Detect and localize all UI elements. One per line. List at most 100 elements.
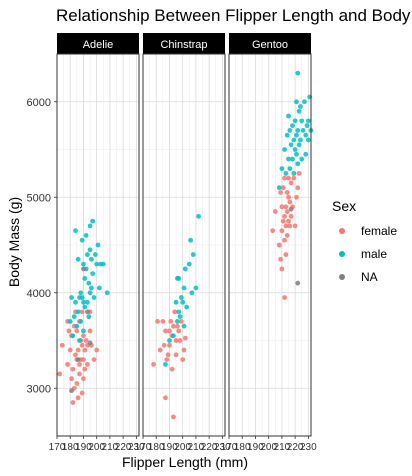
data-point-female	[81, 333, 86, 339]
legend-swatch	[339, 251, 345, 257]
data-point-male	[295, 161, 301, 167]
x-tick-label: 220	[201, 442, 218, 453]
data-point-male	[87, 223, 93, 229]
data-point-female	[79, 309, 85, 315]
data-point-female	[163, 395, 168, 401]
data-point-male	[286, 156, 291, 162]
data-point-female	[74, 381, 80, 386]
x-tick-label: 180	[234, 442, 251, 453]
data-point-female	[296, 170, 302, 176]
data-point-male	[286, 113, 291, 119]
legend-swatch	[339, 228, 345, 234]
panel-border	[56, 53, 140, 437]
data-point-male	[73, 299, 78, 305]
legend-label: male	[361, 247, 387, 261]
data-point-female	[168, 319, 174, 324]
x-tick-label: 190	[161, 442, 178, 453]
data-point-female	[157, 347, 163, 353]
data-point-male	[304, 123, 310, 129]
y-tick-label: 4000	[27, 288, 51, 300]
data-point-male	[95, 242, 101, 248]
data-point-male	[290, 156, 295, 162]
legend-item-female: female	[339, 224, 397, 238]
legend-swatch	[339, 274, 345, 280]
data-point-female	[291, 175, 297, 181]
x-tick-label: 200	[174, 442, 191, 453]
data-point-female	[284, 209, 290, 214]
data-point-male	[181, 285, 187, 291]
y-tick-label: 5000	[27, 192, 51, 204]
data-point-male	[303, 132, 309, 138]
data-point-female	[178, 319, 184, 324]
data-point-female	[91, 357, 97, 362]
data-point-female	[294, 194, 299, 200]
data-point-na	[288, 206, 294, 212]
data-point-female	[59, 342, 65, 348]
data-points	[270, 70, 314, 300]
data-point-female	[167, 342, 172, 348]
data-point-female	[287, 223, 293, 229]
legend-item-male: male	[339, 247, 387, 261]
x-axis-label: Flipper Length (mm)	[122, 454, 248, 470]
data-point-male	[288, 142, 294, 148]
data-point-male	[83, 233, 89, 238]
data-point-male	[81, 299, 86, 305]
data-point-male	[294, 151, 299, 157]
data-point-female	[87, 328, 93, 334]
data-point-male	[96, 285, 102, 291]
data-points	[151, 213, 201, 420]
data-point-female	[82, 347, 88, 353]
data-point-male	[291, 170, 297, 176]
legend-title: Sex	[332, 198, 356, 214]
data-point-female	[151, 361, 156, 367]
data-point-male	[91, 295, 97, 300]
data-point-male	[70, 333, 76, 339]
data-point-male	[174, 319, 180, 324]
data-point-female	[173, 338, 179, 343]
data-point-male	[188, 237, 194, 243]
data-point-male	[75, 256, 81, 262]
data-point-male	[78, 319, 84, 324]
facet-strip-label: Gentoo	[252, 39, 288, 51]
x-tick-label: 170	[221, 442, 238, 453]
data-point-male	[287, 127, 293, 133]
x-tick-label: 230	[214, 442, 231, 453]
facet-panel-chinstrap: Chinstrap	[142, 33, 226, 437]
data-point-female	[74, 328, 80, 334]
data-point-female	[171, 323, 176, 329]
data-point-male	[301, 99, 307, 105]
data-point-female	[280, 218, 286, 224]
x-tick-label: 200	[88, 442, 105, 453]
data-point-male	[86, 280, 92, 286]
data-point-male	[296, 142, 302, 148]
data-point-female	[66, 328, 72, 334]
y-axis: 3000 4000 5000 6000	[27, 97, 57, 395]
data-point-male	[90, 271, 96, 277]
data-point-male	[294, 132, 299, 138]
data-point-female	[284, 233, 290, 238]
data-point-female	[70, 400, 76, 405]
data-point-male	[88, 256, 94, 262]
data-point-female	[169, 366, 175, 372]
data-point-male	[87, 247, 93, 253]
data-point-male	[78, 290, 84, 296]
data-point-male	[189, 290, 195, 296]
data-point-male	[290, 123, 295, 129]
data-point-male	[67, 319, 73, 324]
data-point-female	[161, 342, 167, 348]
panel-border	[142, 53, 226, 437]
x-axes: 1701801902002102202301701801902002102202…	[49, 436, 317, 453]
data-point-male	[287, 166, 293, 172]
data-point-male	[176, 276, 182, 281]
data-point-male	[173, 299, 179, 305]
data-point-female	[177, 338, 183, 343]
data-point-female	[181, 347, 187, 353]
data-point-female	[272, 209, 278, 214]
data-point-male	[291, 137, 297, 143]
data-point-male	[163, 361, 168, 367]
data-point-male	[193, 285, 199, 291]
data-point-male	[178, 295, 184, 300]
data-point-female	[79, 342, 85, 348]
data-point-male	[295, 127, 301, 133]
legend: Sex female male NA	[332, 198, 397, 284]
